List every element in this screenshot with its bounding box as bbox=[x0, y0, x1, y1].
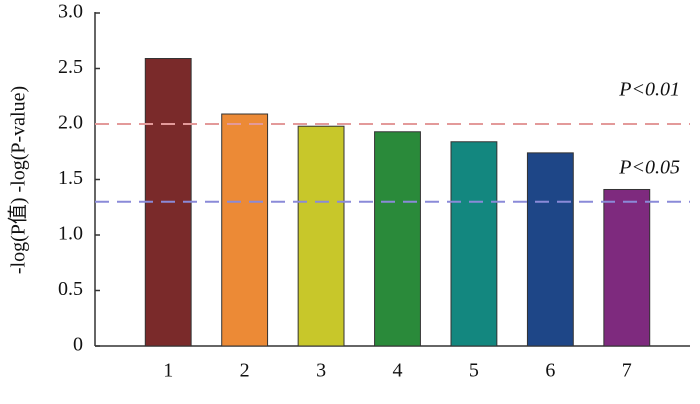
bar bbox=[221, 113, 269, 347]
x-tick-label: 6 bbox=[545, 360, 555, 382]
y-tick-label: 3.0 bbox=[58, 1, 83, 23]
x-tick-label: 1 bbox=[163, 360, 173, 382]
bar bbox=[374, 131, 421, 347]
bar bbox=[297, 125, 345, 347]
y-tick-label: 1.0 bbox=[58, 223, 83, 245]
bar bbox=[603, 188, 651, 347]
y-axis-label: -log(P值) -log(P-value) bbox=[7, 86, 30, 274]
reference-label: P<0.01 bbox=[618, 79, 680, 101]
x-tick-label: 7 bbox=[622, 360, 632, 382]
reference-label: P<0.05 bbox=[618, 156, 680, 178]
y-tick-label: 0 bbox=[73, 334, 83, 356]
y-tick-label: 2.0 bbox=[58, 112, 83, 134]
x-tick-label: 5 bbox=[469, 360, 479, 382]
bar bbox=[450, 141, 498, 347]
y-tick-label: 1.5 bbox=[58, 167, 83, 189]
x-tick-label: 3 bbox=[316, 360, 326, 382]
bar bbox=[526, 152, 574, 347]
x-tick-label: 2 bbox=[240, 360, 250, 382]
x-tick-label: 4 bbox=[393, 360, 403, 382]
y-tick-label: 0.5 bbox=[58, 278, 83, 300]
y-tick-label: 2.5 bbox=[58, 56, 83, 78]
